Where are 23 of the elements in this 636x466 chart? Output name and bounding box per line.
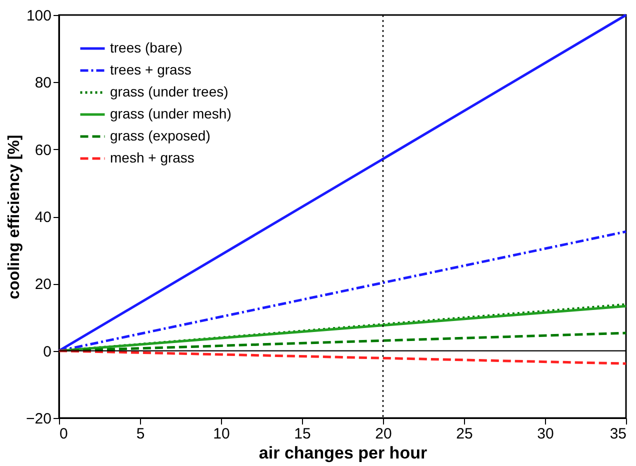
y-tick-label: 20 [34,276,52,294]
legend-label: trees + grass [110,62,192,78]
legend-label: grass (exposed) [110,128,210,144]
x-tick-label: 35 [610,426,626,442]
x-tick-label: 30 [537,426,554,442]
x-tick-label: 10 [213,426,230,442]
x-tick-label: 25 [456,426,473,442]
x-tick-label: 20 [375,426,392,442]
x-axis-title: air changes per hour [258,444,428,462]
y-tick-label: −20 [26,410,52,428]
legend-label: grass (under mesh) [110,106,232,122]
x-tick-label: 15 [294,426,311,442]
y-tick-label: 40 [34,209,52,226]
y-tick-label: 0 [43,343,52,360]
y-tick-label: 60 [34,142,52,159]
legend-label: trees (bare) [110,40,182,56]
x-tick-label: 5 [136,426,145,442]
x-tick-label: 0 [60,426,68,442]
legend-label: grass (under trees) [110,84,228,100]
y-axis-title: cooling efficiency [%] [6,134,24,300]
legend-label: mesh + grass [110,150,194,166]
y-tick-label: 100 [26,8,52,24]
y-tick-label: 80 [34,74,52,92]
